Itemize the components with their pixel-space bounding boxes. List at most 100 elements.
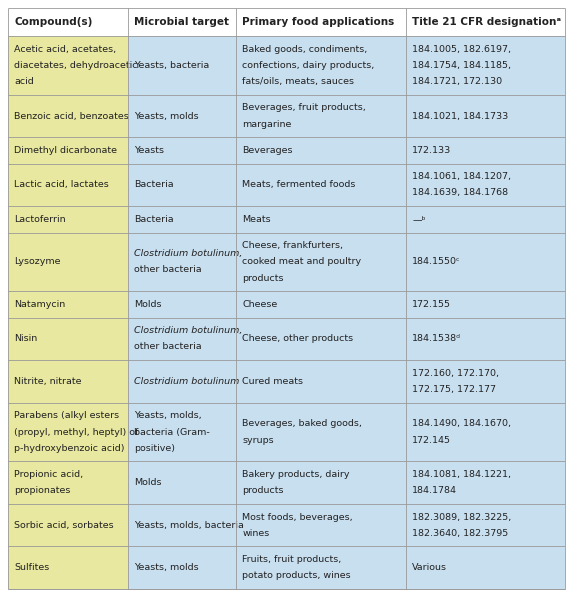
Bar	[406, 318, 565, 360]
Text: other bacteria: other bacteria	[134, 266, 201, 275]
Bar	[128, 360, 237, 402]
Text: Molds: Molds	[134, 478, 161, 487]
Text: Cured meats: Cured meats	[242, 377, 303, 386]
Text: confections, dairy products,: confections, dairy products,	[242, 61, 375, 70]
Bar	[8, 318, 128, 360]
Text: 172.145: 172.145	[412, 436, 452, 445]
Text: 184.1784: 184.1784	[412, 486, 457, 496]
Text: Yeasts, molds: Yeasts, molds	[134, 563, 198, 573]
Text: 172.175, 172.177: 172.175, 172.177	[412, 385, 496, 394]
Bar	[128, 546, 237, 589]
Text: Bacteria: Bacteria	[134, 180, 174, 189]
Text: Clostridium botulinum,: Clostridium botulinum,	[134, 326, 242, 336]
Text: Baked goods, condiments,: Baked goods, condiments,	[242, 45, 368, 54]
Bar	[406, 461, 565, 504]
Bar	[237, 546, 406, 589]
Bar	[8, 360, 128, 402]
Text: Lactoferrin: Lactoferrin	[14, 215, 66, 224]
Bar	[237, 36, 406, 95]
Text: Lactic acid, lactates: Lactic acid, lactates	[14, 180, 109, 189]
Text: 184.1061, 184.1207,: 184.1061, 184.1207,	[412, 173, 511, 181]
Text: Dimethyl dicarbonate: Dimethyl dicarbonate	[14, 146, 117, 155]
Text: Cheese, frankfurters,: Cheese, frankfurters,	[242, 241, 343, 250]
Bar	[8, 36, 128, 95]
Text: wines: wines	[242, 529, 270, 538]
Text: Bacteria: Bacteria	[134, 215, 174, 224]
Text: 184.1721, 172.130: 184.1721, 172.130	[412, 77, 503, 86]
Text: (propyl, methyl, heptyl) of: (propyl, methyl, heptyl) of	[14, 427, 138, 436]
Text: Yeasts: Yeasts	[134, 146, 164, 155]
Text: Meats, fermented foods: Meats, fermented foods	[242, 180, 356, 189]
Text: 184.1550ᶜ: 184.1550ᶜ	[412, 257, 461, 266]
Text: —ᵇ: —ᵇ	[412, 215, 426, 224]
Bar	[8, 461, 128, 504]
Text: Sorbic acid, sorbates: Sorbic acid, sorbates	[14, 521, 113, 530]
Text: products: products	[242, 273, 284, 282]
Text: Clostridium botulinum,: Clostridium botulinum,	[134, 250, 242, 259]
Text: Parabens (alkyl esters: Parabens (alkyl esters	[14, 411, 119, 420]
Text: bacteria (Gram-: bacteria (Gram-	[134, 427, 210, 436]
Text: 184.1754, 184.1185,: 184.1754, 184.1185,	[412, 61, 511, 70]
Text: propionates: propionates	[14, 486, 70, 496]
Text: 184.1639, 184.1768: 184.1639, 184.1768	[412, 189, 508, 198]
Bar	[237, 318, 406, 360]
Bar	[128, 206, 237, 232]
Text: potato products, wines: potato products, wines	[242, 571, 351, 580]
Bar	[237, 137, 406, 164]
Text: Beverages, fruit products,: Beverages, fruit products,	[242, 103, 366, 112]
Text: Yeasts, bacteria: Yeasts, bacteria	[134, 61, 209, 70]
Text: 172.133: 172.133	[412, 146, 452, 155]
Bar	[237, 95, 406, 137]
Text: 182.3640, 182.3795: 182.3640, 182.3795	[412, 529, 508, 538]
Bar	[128, 137, 237, 164]
Bar	[406, 232, 565, 291]
Text: Compound(s): Compound(s)	[14, 17, 92, 27]
Text: Cheese, other products: Cheese, other products	[242, 334, 354, 343]
Text: Natamycin: Natamycin	[14, 300, 65, 309]
Text: Meats: Meats	[242, 215, 271, 224]
Bar	[8, 546, 128, 589]
Text: Microbial target: Microbial target	[134, 17, 229, 27]
Bar	[406, 95, 565, 137]
Bar	[128, 36, 237, 95]
Text: margarine: margarine	[242, 119, 292, 128]
Text: Various: Various	[412, 563, 448, 573]
Bar	[237, 461, 406, 504]
Text: 184.1538ᵈ: 184.1538ᵈ	[412, 334, 461, 343]
Bar	[406, 36, 565, 95]
Text: p-hydroxybenzoic acid): p-hydroxybenzoic acid)	[14, 444, 124, 453]
Text: Most foods, beverages,: Most foods, beverages,	[242, 513, 353, 522]
Bar	[8, 504, 128, 546]
Text: other bacteria: other bacteria	[134, 343, 201, 352]
Bar	[128, 164, 237, 206]
Bar	[237, 402, 406, 461]
Bar	[406, 164, 565, 206]
Text: Beverages, baked goods,: Beverages, baked goods,	[242, 420, 362, 429]
Text: fats/oils, meats, sauces: fats/oils, meats, sauces	[242, 77, 354, 86]
Bar	[406, 546, 565, 589]
Text: syrups: syrups	[242, 436, 274, 445]
Text: 184.1490, 184.1670,: 184.1490, 184.1670,	[412, 420, 511, 429]
Text: Bakery products, dairy: Bakery products, dairy	[242, 470, 350, 479]
Text: Fruits, fruit products,: Fruits, fruit products,	[242, 555, 342, 564]
Bar	[237, 291, 406, 318]
Text: Propionic acid,: Propionic acid,	[14, 470, 83, 479]
Bar	[406, 206, 565, 232]
Text: 184.1081, 184.1221,: 184.1081, 184.1221,	[412, 470, 511, 479]
Bar	[237, 206, 406, 232]
Text: Lysozyme: Lysozyme	[14, 257, 61, 266]
Text: products: products	[242, 486, 284, 496]
Bar	[128, 318, 237, 360]
Text: 172.155: 172.155	[412, 300, 452, 309]
Text: Yeasts, molds,: Yeasts, molds,	[134, 411, 201, 420]
Text: 182.3089, 182.3225,: 182.3089, 182.3225,	[412, 513, 512, 522]
Text: Benzoic acid, benzoates: Benzoic acid, benzoates	[14, 112, 129, 121]
Text: Clostridium botulinum: Clostridium botulinum	[134, 377, 239, 386]
Bar	[8, 137, 128, 164]
Text: acid: acid	[14, 77, 34, 86]
Bar	[406, 137, 565, 164]
Text: Beverages: Beverages	[242, 146, 293, 155]
Bar	[128, 504, 237, 546]
Text: Yeasts, molds: Yeasts, molds	[134, 112, 198, 121]
Bar	[128, 95, 237, 137]
